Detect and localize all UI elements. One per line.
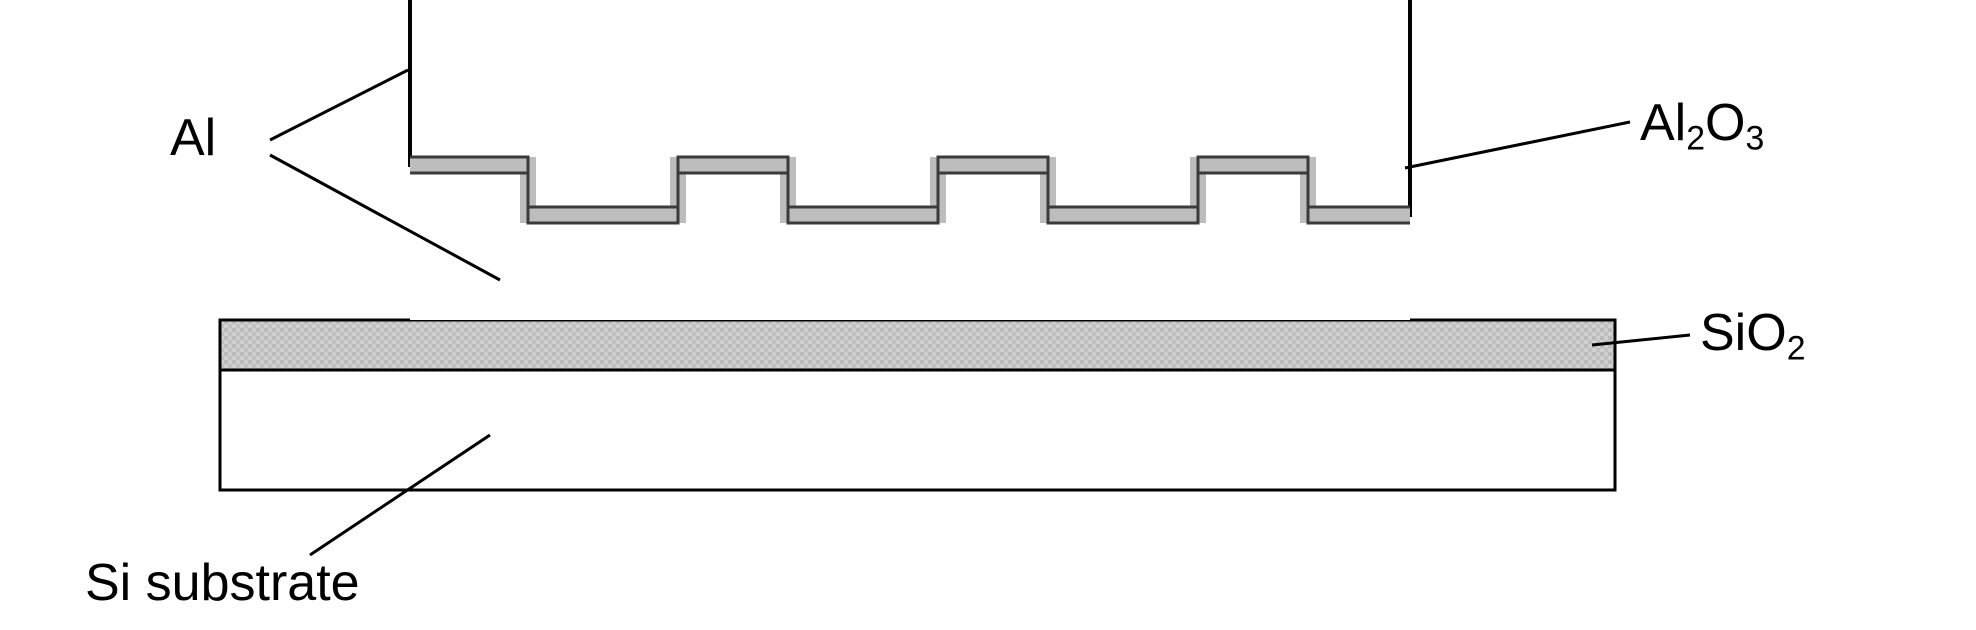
leader-al_upper [270,70,408,140]
label-al: Al [170,109,216,167]
label-sio2: SiO2 [1700,304,1805,367]
al-block-fill [410,165,1410,320]
sio2-layer [220,320,1615,370]
leader-al2o3 [1405,122,1630,168]
label-si-substrate: Si substrate [85,554,360,612]
si-substrate-layer [220,370,1615,490]
label-al2o3: Al2O3 [1640,94,1764,157]
